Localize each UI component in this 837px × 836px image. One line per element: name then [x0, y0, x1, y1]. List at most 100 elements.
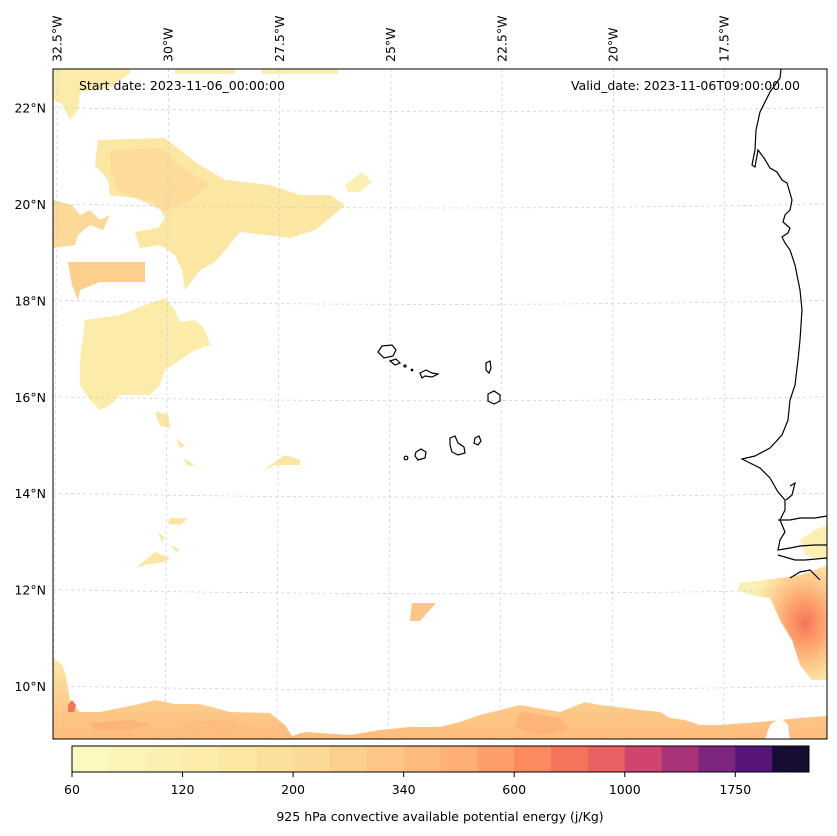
cape-patch-south: [53, 657, 827, 739]
colorbar-swatch: [366, 746, 405, 772]
gridlines: [53, 69, 827, 739]
colorbar-swatch: [698, 746, 736, 772]
island-sao-vicente: [388, 358, 402, 366]
colorbar-tick-label: 120: [171, 782, 195, 797]
meridian-line: [53, 69, 58, 739]
colorbar-swatch: [403, 746, 441, 772]
cape-patch-senegal: [800, 525, 827, 560]
cape-verde-islands: [377, 344, 501, 461]
colorbar-tick-label: 600: [502, 782, 526, 797]
longitude-tick-label: 32.5°W: [49, 16, 64, 62]
latitude-tick-label: 16°N: [14, 390, 46, 405]
coastline: [740, 69, 827, 581]
cape-patch-mid: [262, 455, 300, 471]
colorbar-swatch: [108, 746, 147, 772]
colorbar-swatch: [514, 746, 552, 772]
colorbar-swatch: [145, 746, 184, 772]
start-date-annotation: Start date: 2023-11-06_00:00:00: [79, 78, 285, 93]
longitude-tick-label: 25°W: [383, 27, 398, 62]
gambia-coast: [778, 515, 827, 521]
cape-patch-west2: [68, 262, 145, 300]
longitude-labels: 32.5°W 30°W 27.5°W 25°W 22.5°W 20°W 17.5°W: [49, 16, 731, 62]
longitude-tick-label: 20°W: [605, 27, 620, 62]
casamance-coast: [777, 554, 827, 561]
longitude-tick-label: 30°W: [161, 27, 176, 62]
island-sal: [485, 360, 492, 375]
meridian-line: [276, 69, 281, 739]
colorbar-swatch: [72, 746, 110, 772]
meridian-line: [611, 69, 614, 739]
colorbar-swatch: [440, 746, 478, 772]
latitude-tick-label: 12°N: [14, 583, 46, 598]
colorbar-swatch: [219, 746, 257, 772]
island-fogo: [414, 448, 427, 461]
parallel-line: [53, 300, 827, 305]
colorbar-swatch: [772, 746, 810, 772]
colorbar-frame: [71, 745, 810, 773]
colorbar-swatch: [477, 746, 515, 772]
island-boa-vista: [487, 390, 501, 405]
colorbar-tick-label: 60: [64, 782, 80, 797]
colorbar-swatch: [587, 746, 626, 772]
guinea-coast: [789, 569, 821, 581]
cape-patch-nw-core: [110, 148, 210, 212]
latitude-tick-label: 20°N: [14, 197, 46, 212]
parallel-line: [53, 203, 827, 209]
parallel-line: [53, 589, 827, 594]
colorbar-tick-label: 1000: [609, 782, 641, 797]
latitude-tick-label: 22°N: [14, 101, 46, 116]
colorbar-swatch: [256, 746, 294, 772]
colorbar-swatch: [329, 746, 368, 772]
cape-patch-sw: [80, 298, 210, 410]
map-area[interactable]: [53, 69, 827, 739]
colorbar-tick-label: 1750: [719, 782, 751, 797]
cape-patch-sw2: [155, 412, 170, 428]
colorbar-ticks: 60 120 200 340 600 1000 1750: [64, 772, 751, 797]
cape-patch-west: [53, 200, 110, 248]
senegal-inlet: [785, 481, 796, 501]
colorbar-swatch: [735, 746, 773, 772]
island-sao-nicolau: [419, 369, 440, 379]
cape-patch-south-hot2: [180, 720, 250, 732]
parallel-line: [53, 685, 827, 691]
meridian-line: [164, 69, 170, 739]
colorbar-swatch: [293, 746, 331, 772]
parallel-line: [53, 107, 827, 112]
colorbar-swatch: [551, 746, 589, 772]
parallel-line: [53, 396, 827, 402]
island-maio: [473, 435, 482, 446]
parallel-line: [53, 492, 827, 498]
island-santiago: [449, 435, 466, 456]
cape-patch-south-hot1: [90, 720, 150, 730]
meridian-line: [723, 69, 726, 739]
cape-patch-sw6: [158, 532, 165, 542]
cape-patch-nw-arm: [345, 172, 372, 192]
cape-patch-sw5: [168, 518, 188, 525]
cape-patch-top2: [175, 69, 235, 74]
cape-patch-sw8: [136, 552, 170, 568]
valid-date-annotation: Valid_date: 2023-11-06T09:00:00.00: [571, 78, 800, 93]
latitude-tick-label: 18°N: [14, 293, 46, 308]
cape-patch-south-hot3: [515, 712, 570, 735]
cape-patch-sw4: [183, 458, 195, 466]
africa-coast: [740, 69, 827, 551]
cape-patch-top: [53, 69, 130, 120]
cape-patch-south-hole: [765, 717, 790, 739]
colorbar: [72, 746, 810, 772]
colorbar-swatch: [624, 746, 663, 772]
latitude-tick-label: 14°N: [14, 486, 46, 501]
island-branco: [410, 368, 414, 372]
colorbar-swatch: [182, 746, 220, 772]
cape-field: [53, 69, 827, 739]
island-santa-luzia: [403, 364, 407, 368]
cape-patch-south-peak: [68, 700, 76, 712]
latitude-labels: 22°N 20°N 18°N 16°N 14°N 12°N 10°N: [14, 101, 46, 694]
longitude-tick-label: 17.5°W: [717, 16, 732, 62]
colorbar-tick-label: 340: [392, 782, 416, 797]
longitude-tick-label: 22.5°W: [494, 16, 509, 62]
longitude-tick-label: 27.5°W: [272, 16, 287, 62]
cape-patch-small: [410, 603, 436, 621]
cape-patch-top3: [262, 69, 338, 74]
colorbar-tick-label: 200: [281, 782, 305, 797]
